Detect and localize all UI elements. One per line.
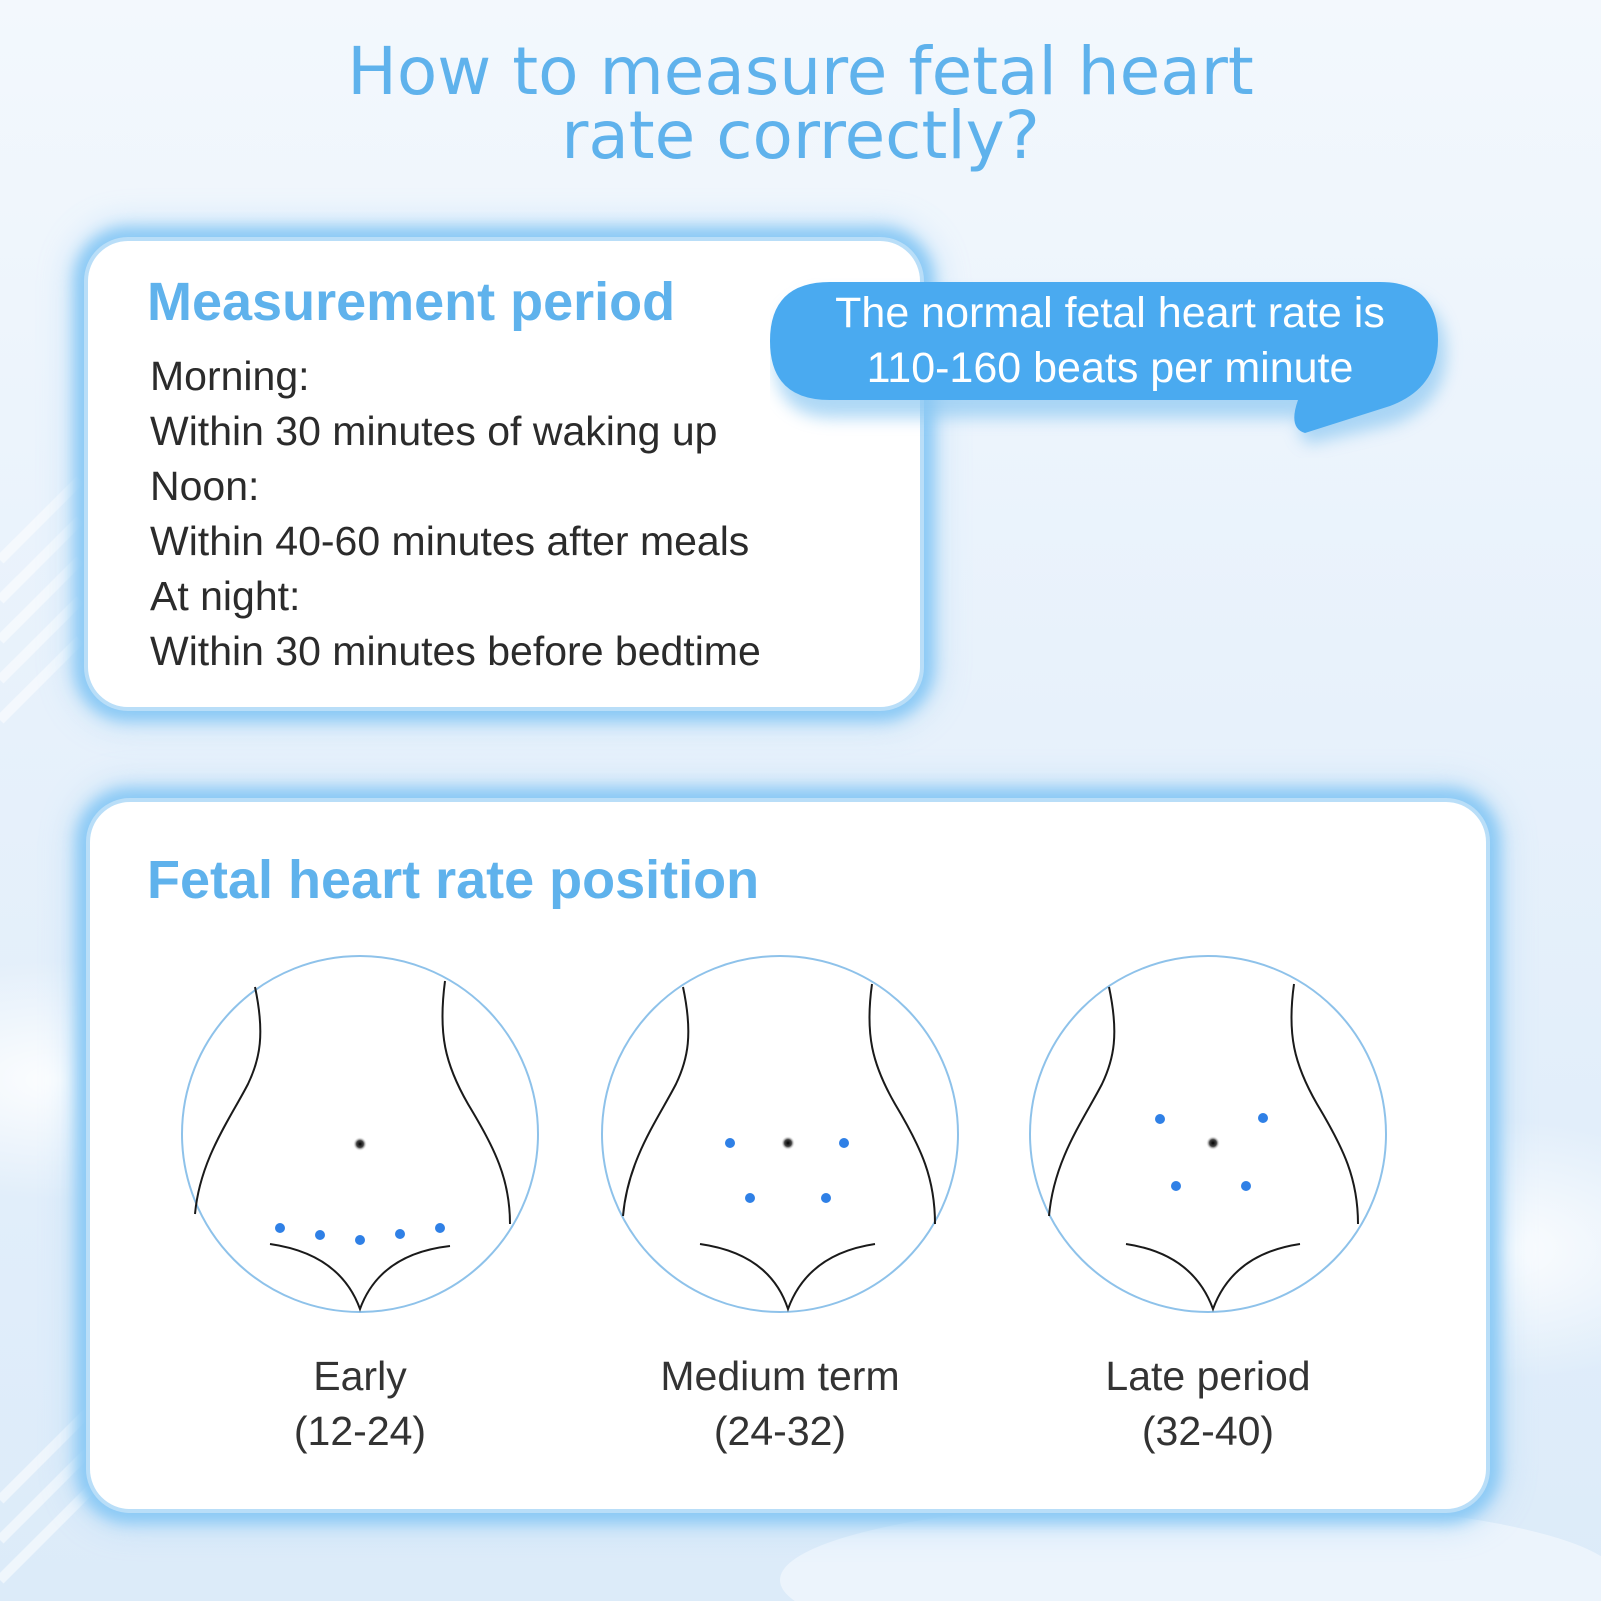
monitor-point xyxy=(821,1193,831,1203)
belly-circle-outline xyxy=(601,955,959,1313)
navel-icon xyxy=(353,1137,367,1151)
belly-circle-outline xyxy=(1029,955,1387,1313)
belly-diagram-early xyxy=(181,955,539,1313)
monitor-point xyxy=(745,1193,755,1203)
period-morning-label: Morning: xyxy=(150,353,310,399)
right-waist-line xyxy=(441,980,511,1225)
navel-icon xyxy=(1206,1136,1220,1150)
speech-bubble-shape xyxy=(770,282,1446,444)
period-night-label: At night: xyxy=(150,573,301,619)
period-noon-label: Noon: xyxy=(150,463,260,509)
stage-early: Early (12-24) xyxy=(170,954,550,1484)
measurement-period-card: Measurement period Morning: Within 30 mi… xyxy=(88,241,920,707)
monitor-point xyxy=(1171,1181,1181,1191)
left-waist-line xyxy=(622,986,690,1217)
groin-line xyxy=(1125,1243,1301,1312)
normal-rate-speech-bubble: The normal fetal heart rate is 110-160 b… xyxy=(770,278,1470,458)
navel-icon xyxy=(781,1136,795,1150)
stage-medium-label: Medium term (24-32) xyxy=(590,1349,970,1459)
left-waist-line xyxy=(1048,986,1116,1217)
monitor-point xyxy=(395,1229,405,1239)
monitor-point xyxy=(1258,1113,1268,1123)
stage-weeks: (32-40) xyxy=(1141,1408,1275,1454)
stage-early-label: Early (12-24) xyxy=(170,1349,550,1459)
stage-weeks: (12-24) xyxy=(293,1408,427,1454)
stage-late: Late period (32-40) xyxy=(1018,954,1398,1484)
belly-circle-outline xyxy=(181,955,539,1313)
monitor-point xyxy=(725,1138,735,1148)
stage-name: Late period xyxy=(1105,1353,1311,1399)
stage-medium: Medium term (24-32) xyxy=(590,954,970,1484)
monitor-point xyxy=(315,1230,325,1240)
page-title: How to measure fetal heart rate correctl… xyxy=(0,33,1601,174)
groin-line xyxy=(269,1243,451,1312)
monitor-point xyxy=(1155,1114,1165,1124)
monitor-point xyxy=(355,1235,365,1245)
groin-line xyxy=(699,1243,876,1313)
right-waist-line xyxy=(1290,983,1359,1225)
monitor-point xyxy=(435,1223,445,1233)
stage-late-label: Late period (32-40) xyxy=(1018,1349,1398,1459)
monitor-point xyxy=(1241,1181,1251,1191)
monitor-point xyxy=(839,1138,849,1148)
monitor-point xyxy=(275,1223,285,1233)
right-waist-line xyxy=(868,983,936,1225)
fetal-position-heading: Fetal heart rate position xyxy=(147,850,760,910)
period-night-detail: Within 30 minutes before bedtime xyxy=(150,628,761,674)
stage-weeks: (24-32) xyxy=(713,1408,847,1454)
period-morning-detail: Within 30 minutes of waking up xyxy=(150,408,718,454)
stage-name: Medium term xyxy=(660,1353,900,1399)
stage-name: Early xyxy=(313,1353,407,1399)
belly-diagram-late xyxy=(1029,955,1387,1313)
bubble-text-line1: The normal fetal heart rate is xyxy=(835,289,1385,337)
measurement-period-list: Morning: Within 30 minutes of waking up … xyxy=(150,349,910,679)
belly-diagram-medium xyxy=(601,955,959,1313)
left-waist-line xyxy=(194,986,262,1215)
period-noon-detail: Within 40-60 minutes after meals xyxy=(150,518,750,564)
bubble-text-line2: 110-160 beats per minute xyxy=(866,344,1354,392)
measurement-period-heading: Measurement period xyxy=(147,272,676,332)
fetal-position-card: Fetal heart rate position Early (12-24) xyxy=(90,802,1486,1509)
page-title-line1: How to measure fetal heart xyxy=(347,33,1254,110)
page-title-line2: rate correctly? xyxy=(561,97,1040,174)
